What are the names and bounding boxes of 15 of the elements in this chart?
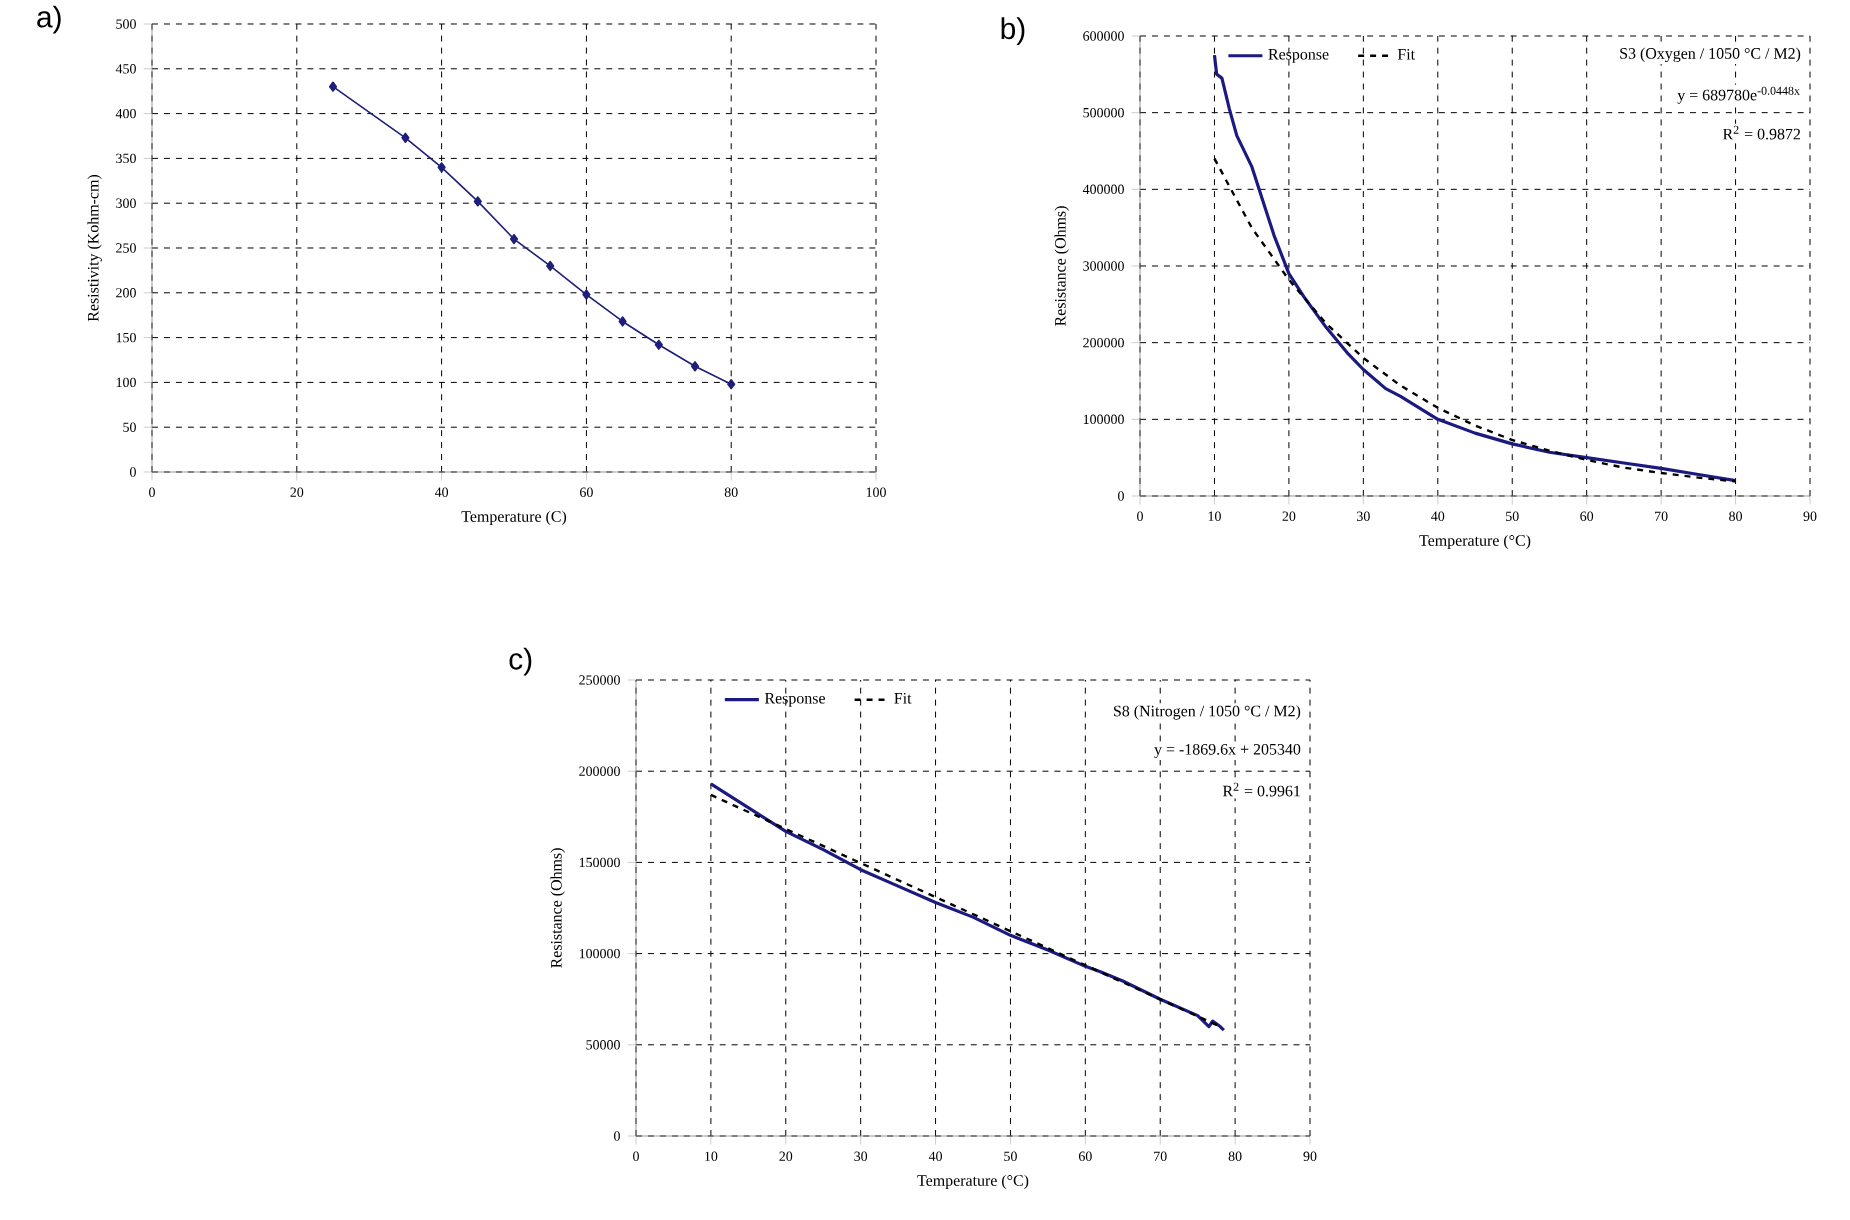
point	[690, 361, 700, 372]
chart-title: b)	[1001, 17, 1025, 46]
point	[473, 196, 482, 207]
line-series	[1213, 157, 1737, 483]
point	[437, 162, 446, 173]
point	[582, 289, 591, 300]
point	[546, 260, 555, 272]
point	[401, 132, 410, 143]
point	[727, 379, 736, 390]
point	[509, 233, 519, 245]
point	[328, 81, 338, 92]
chart-title: c)	[509, 647, 532, 676]
point	[618, 316, 627, 327]
chart-title: a)	[37, 5, 61, 34]
point	[654, 339, 663, 350]
